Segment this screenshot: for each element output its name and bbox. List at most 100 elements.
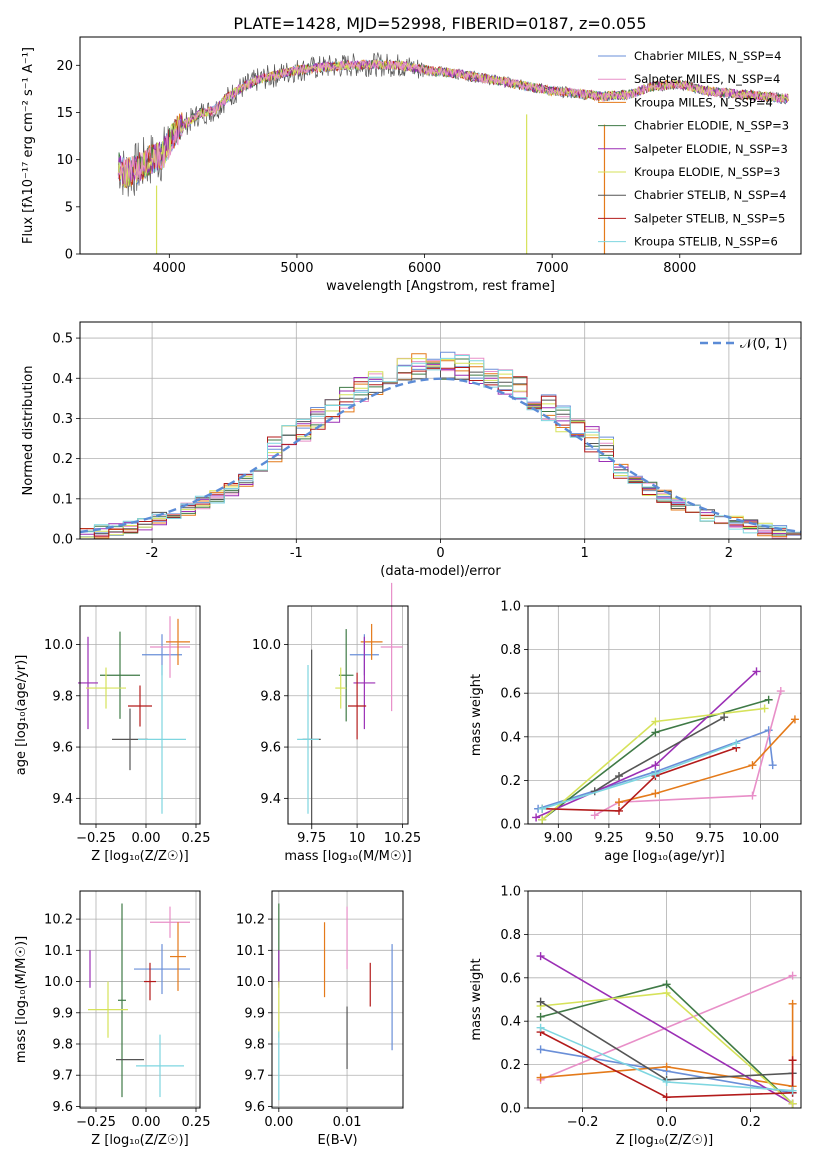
y-tick-label: 0.2: [500, 1058, 521, 1073]
y-tick-label: 20: [56, 59, 73, 74]
y-tick-label: 0.0: [52, 533, 73, 548]
mass-weight-line: [542, 746, 737, 812]
x-tick-label: 0: [436, 546, 444, 561]
y-tick-label: 0.2: [52, 452, 73, 467]
data-point-marker: [651, 717, 660, 726]
data-point-marker: [790, 715, 799, 724]
y-tick-label: 0.4: [52, 372, 73, 387]
x-tick-label: 5000: [280, 261, 313, 276]
x-tick-label: 9.75: [696, 831, 725, 846]
x-tick-label: 0.2: [740, 1115, 761, 1130]
data-point-marker: [788, 1056, 797, 1065]
axes-frame: [527, 605, 802, 825]
age-vs-mass-panel: 9.75 10 10.25 9.4 9.6 9.8 10.0 mass [log₁₀(M/M☉…: [252, 582, 421, 864]
y-tick-label: 9.4: [260, 792, 281, 807]
x-tick-label: 10: [349, 831, 366, 846]
y-tick-label: 0.3: [52, 412, 73, 427]
x-axis-label: Z [log₁₀(Z/Z☉)]: [616, 1133, 713, 1148]
x-tick-label: 9.75: [297, 831, 326, 846]
x-axis-label: age [log₁₀(age/yr)]: [604, 849, 725, 864]
data-point-marker: [538, 804, 547, 813]
y-tick-label: 1.0: [500, 885, 521, 900]
x-tick-label: 0.0: [656, 1115, 677, 1130]
y-tick-label: 0.4: [500, 730, 521, 745]
x-tick-label: 9.50: [645, 831, 674, 846]
data-point-marker: [788, 999, 797, 1008]
axes-frame: [79, 36, 802, 255]
y-tick-label: 9.6: [52, 1100, 73, 1115]
data-point-marker: [768, 761, 777, 770]
y-tick-label: 0.1: [52, 492, 73, 507]
mass-weight-line: [541, 707, 765, 821]
data-point-marker: [651, 789, 660, 798]
x-tick-label: 4000: [153, 261, 186, 276]
x-tick-label: 10.00: [742, 831, 779, 846]
legend-label: Salpeter ELODIE, N_SSP=3: [634, 142, 788, 156]
y-tick-label: 0.8: [500, 643, 521, 658]
data-point-marker: [651, 769, 660, 778]
data-point-marker: [748, 791, 757, 800]
data-point-marker: [662, 1062, 671, 1071]
data-point-marker: [764, 695, 773, 704]
legend-label: Chabrier MILES, N_SSP=4: [634, 49, 781, 63]
x-axis-label: Z [log₁₀(Z/Z☉)]: [91, 849, 188, 864]
y-tick-label: 1.0: [500, 600, 521, 615]
data-point-marker: [732, 739, 741, 748]
x-tick-label: 10.25: [384, 831, 421, 846]
x-tick-label: 0.01: [333, 1115, 362, 1130]
data-point-marker: [536, 1023, 545, 1032]
x-axis-label: mass [log₁₀(M/M☉)]: [284, 849, 411, 864]
legend-label: Salpeter MILES, N_SSP=4: [634, 72, 780, 86]
x-tick-label: 0.00: [264, 1115, 293, 1130]
y-tick-label: 9.8: [52, 1037, 73, 1052]
spectrum-series: [117, 59, 789, 189]
y-tick-label: 9.9: [244, 1006, 265, 1021]
data-point-marker: [536, 1045, 545, 1054]
mass-weight-line: [618, 718, 796, 803]
axes-frame: [527, 890, 802, 1109]
x-axis-label: (data-model)/error: [380, 564, 501, 579]
data-point-marker: [752, 667, 761, 676]
y-tick-label: 9.9: [52, 1006, 73, 1021]
axes-frame: [79, 890, 201, 1109]
data-point-marker: [536, 1073, 545, 1082]
data-point-marker: [788, 971, 797, 980]
y-tick-label: 0.4: [500, 1015, 521, 1030]
gaussian-curve: [79, 377, 802, 534]
y-tick-label: 10.2: [236, 913, 265, 928]
data-point-marker: [788, 1099, 797, 1108]
data-point-marker: [662, 1077, 671, 1086]
y-tick-label: 10.0: [44, 975, 73, 990]
x-tick-label: −0.25: [76, 831, 116, 846]
y-tick-label: 15: [56, 106, 73, 121]
mass-weight-line: [594, 690, 782, 817]
legend-label: Chabrier STELIB, N_SSP=4: [634, 188, 786, 202]
y-tick-label: 0.5: [52, 332, 73, 347]
y-tick-label: 0.8: [500, 928, 521, 943]
y-tick-label: 0.6: [500, 687, 521, 702]
x-tick-label: -1: [290, 546, 303, 561]
mass-weight-vs-metallicity-panel: −0.2 0.0 0.2 0.0 0.2 0.4 0.6 0.8 1.0 Z [log₁₀(Z/Z…: [469, 885, 802, 1148]
data-point-marker: [615, 772, 623, 781]
age-vs-metallicity-panel: −0.25 0.00 0.25 9.4 9.6 9.8 10.0 Z [log₁₀(Z/Z☉)…: [14, 605, 210, 864]
y-tick-label: 10.1: [44, 944, 73, 959]
axes-frame: [287, 605, 409, 825]
data-point-marker: [748, 761, 757, 770]
mass-weight-line: [540, 974, 793, 1081]
spectrum-title: PLATE=1428, MJD=52998, FIBERID=0187, z=0…: [233, 14, 646, 33]
y-tick-label: 9.8: [244, 1037, 265, 1052]
data-point-marker: [651, 728, 660, 737]
y-axis-label: mass weight: [469, 958, 484, 1040]
x-tick-label: -2: [146, 546, 159, 561]
x-tick-label: 7000: [536, 261, 569, 276]
x-tick-label: 0.25: [182, 1115, 211, 1130]
x-tick-label: 2: [725, 546, 733, 561]
mass-vs-ebv-panel: 0.00 0.01 9.6 9.7 9.8 9.9 10.0 10.1 10.2 E(B-V): [236, 890, 404, 1148]
legend-label: Kroupa MILES, N_SSP=4: [634, 95, 773, 109]
axes-frame: [271, 890, 404, 1109]
data-point-marker: [788, 1086, 797, 1095]
y-tick-label: 9.4: [52, 792, 73, 807]
y-tick-label: 9.6: [260, 741, 281, 756]
y-tick-label: 9.8: [260, 689, 281, 704]
data-point-marker: [776, 687, 785, 696]
